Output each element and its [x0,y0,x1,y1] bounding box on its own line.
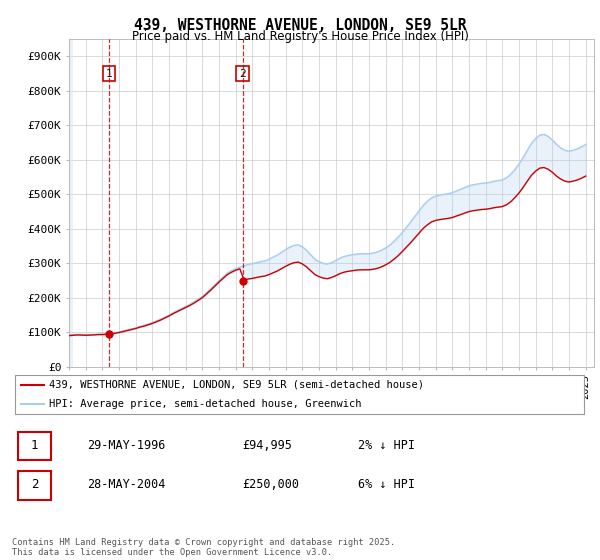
Text: 2% ↓ HPI: 2% ↓ HPI [358,438,415,451]
Text: 439, WESTHORNE AVENUE, LONDON, SE9 5LR: 439, WESTHORNE AVENUE, LONDON, SE9 5LR [134,18,466,33]
Text: 6% ↓ HPI: 6% ↓ HPI [358,478,415,491]
Text: 29-MAY-1996: 29-MAY-1996 [87,438,165,451]
FancyBboxPatch shape [18,432,51,460]
Text: 439, WESTHORNE AVENUE, LONDON, SE9 5LR (semi-detached house): 439, WESTHORNE AVENUE, LONDON, SE9 5LR (… [49,380,424,390]
Text: 1: 1 [106,68,113,78]
Text: Contains HM Land Registry data © Crown copyright and database right 2025.
This d: Contains HM Land Registry data © Crown c… [12,538,395,557]
Text: £250,000: £250,000 [242,478,299,491]
Bar [69,39,73,367]
Text: £94,995: £94,995 [242,438,292,451]
FancyBboxPatch shape [15,375,584,414]
FancyBboxPatch shape [18,471,51,500]
Text: 1: 1 [31,438,38,451]
Text: 2: 2 [239,68,246,78]
Text: HPI: Average price, semi-detached house, Greenwich: HPI: Average price, semi-detached house,… [49,399,362,409]
Text: 28-MAY-2004: 28-MAY-2004 [87,478,165,491]
Text: 2: 2 [31,478,38,491]
Text: Price paid vs. HM Land Registry's House Price Index (HPI): Price paid vs. HM Land Registry's House … [131,30,469,43]
